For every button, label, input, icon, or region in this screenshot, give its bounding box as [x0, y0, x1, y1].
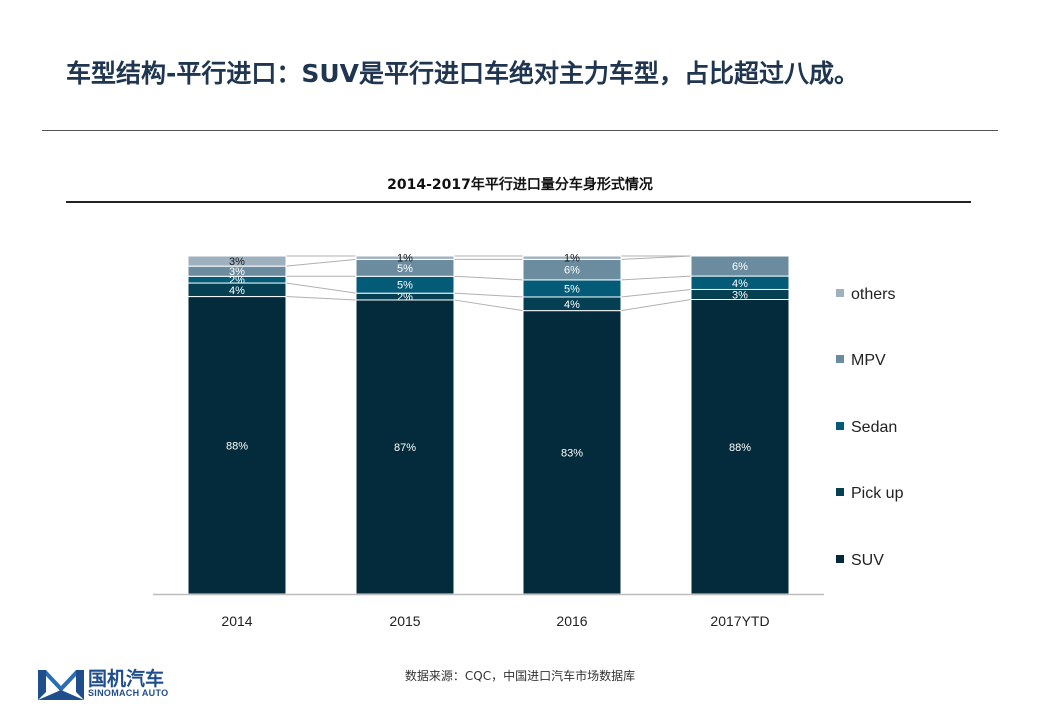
series-connector-line	[453, 275, 524, 281]
series-connector-line	[620, 275, 692, 281]
data-label: 5%	[397, 280, 413, 292]
bar-segment-suv	[187, 296, 287, 595]
x-tick-label: 2015	[389, 613, 420, 629]
slide-title: 车型结构-平行进口：SUV是平行进口车绝对主力车型，占比超过八成。	[66, 59, 860, 88]
series-connector-line	[285, 282, 357, 294]
logo-name-cn: 国机汽车	[88, 668, 165, 690]
data-label: 4%	[229, 285, 245, 297]
title-divider	[42, 130, 998, 131]
company-logo: 国机汽车 SINOMACH AUTO	[38, 664, 188, 704]
legend-swatch	[836, 422, 844, 430]
logo-name-en: SINOMACH AUTO	[88, 688, 169, 698]
legend-label: others	[851, 286, 895, 303]
data-label: 6%	[732, 261, 748, 273]
data-label: 3%	[732, 289, 748, 301]
chart-title: 2014-2017年平行进口量分车身形式情况	[387, 177, 653, 193]
sinomach-logo-icon	[38, 670, 84, 700]
data-label: 88%	[226, 440, 248, 452]
legend-swatch	[836, 488, 844, 496]
x-tick-label: 2014	[221, 613, 252, 629]
series-connector-line	[453, 299, 524, 312]
legend-label: MPV	[851, 352, 886, 369]
data-label: 3%	[229, 266, 245, 278]
bar-segment-mpv	[690, 255, 790, 277]
legend-swatch	[836, 555, 844, 563]
data-label: 2%	[397, 292, 413, 304]
data-label: 87%	[394, 442, 416, 454]
bar-segment-others	[522, 255, 622, 260]
bar-segment-others	[187, 255, 287, 267]
series-connector-line	[620, 288, 692, 298]
data-label: 5%	[397, 263, 413, 275]
legend-swatch	[836, 355, 844, 363]
x-tick-label: 2016	[556, 613, 587, 629]
chart-title-divider	[66, 201, 971, 203]
legend-label: Pick up	[851, 485, 904, 502]
data-label: 4%	[732, 278, 748, 290]
data-label: 88%	[729, 442, 751, 454]
legend-label: SUV	[851, 552, 884, 569]
series-connector-line	[285, 258, 357, 267]
data-source-note: 数据来源：CQC，中国进口汽车市场数据库	[404, 669, 636, 683]
series-connector-line	[285, 296, 357, 301]
legend-swatch	[836, 289, 844, 297]
data-label: 4%	[564, 299, 580, 311]
data-label: 2%	[229, 275, 245, 287]
x-tick-label: 2017YTD	[710, 613, 769, 629]
legend-label: Sedan	[851, 419, 897, 436]
bar-segment-others	[355, 255, 455, 260]
data-label: 1%	[564, 253, 580, 265]
series-connector-line	[620, 299, 692, 312]
series-connector-line	[453, 292, 524, 298]
data-label: 5%	[564, 283, 580, 295]
data-label: 1%	[397, 253, 413, 265]
data-label: 83%	[561, 447, 583, 459]
data-label: 3%	[229, 256, 245, 268]
series-connector-line	[620, 255, 692, 260]
data-label: 6%	[564, 265, 580, 277]
